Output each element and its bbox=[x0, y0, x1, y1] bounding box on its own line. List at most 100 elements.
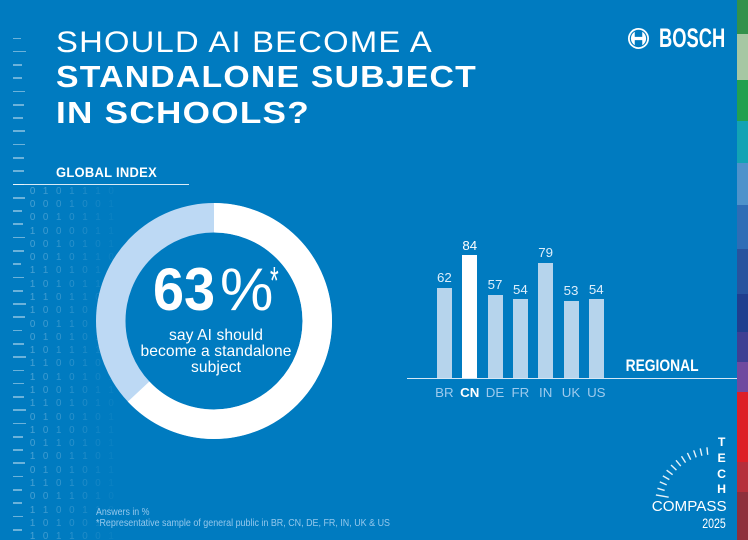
left-tick-dash bbox=[12, 489, 22, 491]
bar-value-fr: 54 bbox=[512, 281, 528, 297]
stripe-segment-purple bbox=[737, 362, 748, 392]
bar-category-fr: FR bbox=[511, 385, 530, 401]
left-tick-dash bbox=[12, 449, 23, 451]
bar-chart-axis-line bbox=[407, 378, 737, 380]
stripe-segment-steel-blue bbox=[737, 163, 748, 205]
left-tick-dash bbox=[12, 396, 24, 398]
donut-center-text: 63 % * say AI should become a standalone s… bbox=[96, 260, 336, 376]
donut-caption: say AI should become a standalone subject bbox=[96, 328, 336, 376]
bar-category-br: BR bbox=[435, 385, 454, 401]
bar-cn bbox=[462, 255, 478, 379]
donut-asterisk: * bbox=[270, 259, 279, 303]
stripe-segment-red bbox=[737, 392, 748, 462]
left-tick-dash bbox=[12, 422, 26, 425]
bar-us bbox=[588, 299, 604, 379]
bar-value-br: 62 bbox=[436, 270, 452, 286]
left-tick-dash bbox=[12, 382, 24, 385]
left-tick-dash bbox=[12, 90, 25, 93]
bar-value-uk: 53 bbox=[563, 283, 579, 299]
left-tick-dash bbox=[12, 369, 24, 372]
stripe-segment-green-sage bbox=[737, 34, 748, 80]
footnote-sample: *Representative sample of general public… bbox=[95, 518, 390, 530]
bar-value-de: 57 bbox=[487, 277, 503, 293]
gauge-tick bbox=[699, 448, 703, 456]
left-tick-dash bbox=[12, 263, 21, 265]
bar-value-us: 54 bbox=[588, 281, 604, 297]
bar-category-cn: CN bbox=[460, 385, 480, 401]
binary-row: 1011001 bbox=[29, 531, 114, 540]
left-tick-dash bbox=[12, 236, 25, 239]
gauge-tick bbox=[680, 455, 687, 463]
bar-de bbox=[487, 294, 503, 379]
left-tick-dash bbox=[12, 223, 23, 226]
bar-value-in: 79 bbox=[538, 245, 554, 261]
tech-letter-e: E bbox=[717, 450, 726, 465]
tech-letter-t: T bbox=[717, 434, 726, 449]
donut-value: 63 bbox=[152, 256, 215, 323]
global-index-heading: GLOBAL INDEX bbox=[56, 164, 157, 181]
bar-uk bbox=[563, 300, 579, 379]
bar-in bbox=[538, 262, 554, 379]
stripe-segment-navy-dark bbox=[737, 294, 748, 332]
left-tick-dash bbox=[12, 130, 25, 133]
left-tick-dash bbox=[12, 50, 26, 53]
gauge-tick bbox=[675, 459, 682, 467]
left-tick-dash bbox=[12, 170, 24, 172]
title-line-3: IN SCHOOLS? bbox=[56, 95, 310, 130]
bar-value-cn: 84 bbox=[462, 237, 478, 253]
stripe-segment-blue bbox=[737, 205, 748, 249]
tech-letter-h: H bbox=[717, 482, 727, 497]
donut-share-arc bbox=[96, 202, 332, 439]
bar-br bbox=[436, 287, 452, 379]
gauge-tick bbox=[662, 475, 670, 481]
donut-value-row: 63 % * bbox=[96, 259, 336, 320]
left-tick-dash bbox=[12, 528, 22, 531]
compass-wordmark: COMPASS bbox=[651, 498, 727, 515]
stripe-segment-teal bbox=[737, 121, 748, 163]
left-tick-dash bbox=[12, 303, 26, 305]
binary-row: 1100110 bbox=[29, 504, 114, 516]
footnote-answers: Answers in % bbox=[95, 506, 150, 518]
left-tick-dash bbox=[12, 289, 23, 292]
bar-category-in: IN bbox=[539, 385, 553, 401]
stripe-segment-crimson bbox=[737, 462, 748, 492]
gauge-tick bbox=[670, 464, 677, 471]
left-tick-dash bbox=[12, 210, 22, 212]
bar-category-de: DE bbox=[485, 385, 505, 401]
left-tick-dash bbox=[12, 409, 26, 412]
gauge-tick bbox=[659, 481, 667, 486]
left-tick-dash bbox=[12, 64, 22, 66]
left-tick-dash bbox=[12, 103, 24, 106]
bar-category-uk: UK bbox=[561, 385, 581, 401]
left-tick-dash bbox=[12, 77, 22, 80]
left-tick-dash bbox=[12, 342, 24, 345]
compass-year: 2025 bbox=[702, 515, 726, 531]
bosch-logo-icon bbox=[628, 27, 650, 49]
bar-fr bbox=[512, 299, 528, 379]
left-tick-dash bbox=[12, 515, 23, 518]
left-tick-dash bbox=[12, 117, 23, 119]
donut-percent-sign: % bbox=[220, 256, 274, 323]
gauge-tick bbox=[657, 487, 665, 492]
stripe-segment-green bbox=[737, 80, 748, 121]
left-tick-dash bbox=[12, 143, 25, 146]
gauge-tick bbox=[693, 450, 697, 458]
left-tick-dash bbox=[12, 502, 22, 504]
left-tick-dash bbox=[12, 475, 23, 478]
donut-caption-line: subject bbox=[190, 359, 242, 377]
gauge-tick bbox=[666, 469, 674, 476]
title-line-1: SHOULD AI BECOME A bbox=[56, 26, 434, 60]
regional-heading: REGIONAL bbox=[625, 355, 699, 375]
